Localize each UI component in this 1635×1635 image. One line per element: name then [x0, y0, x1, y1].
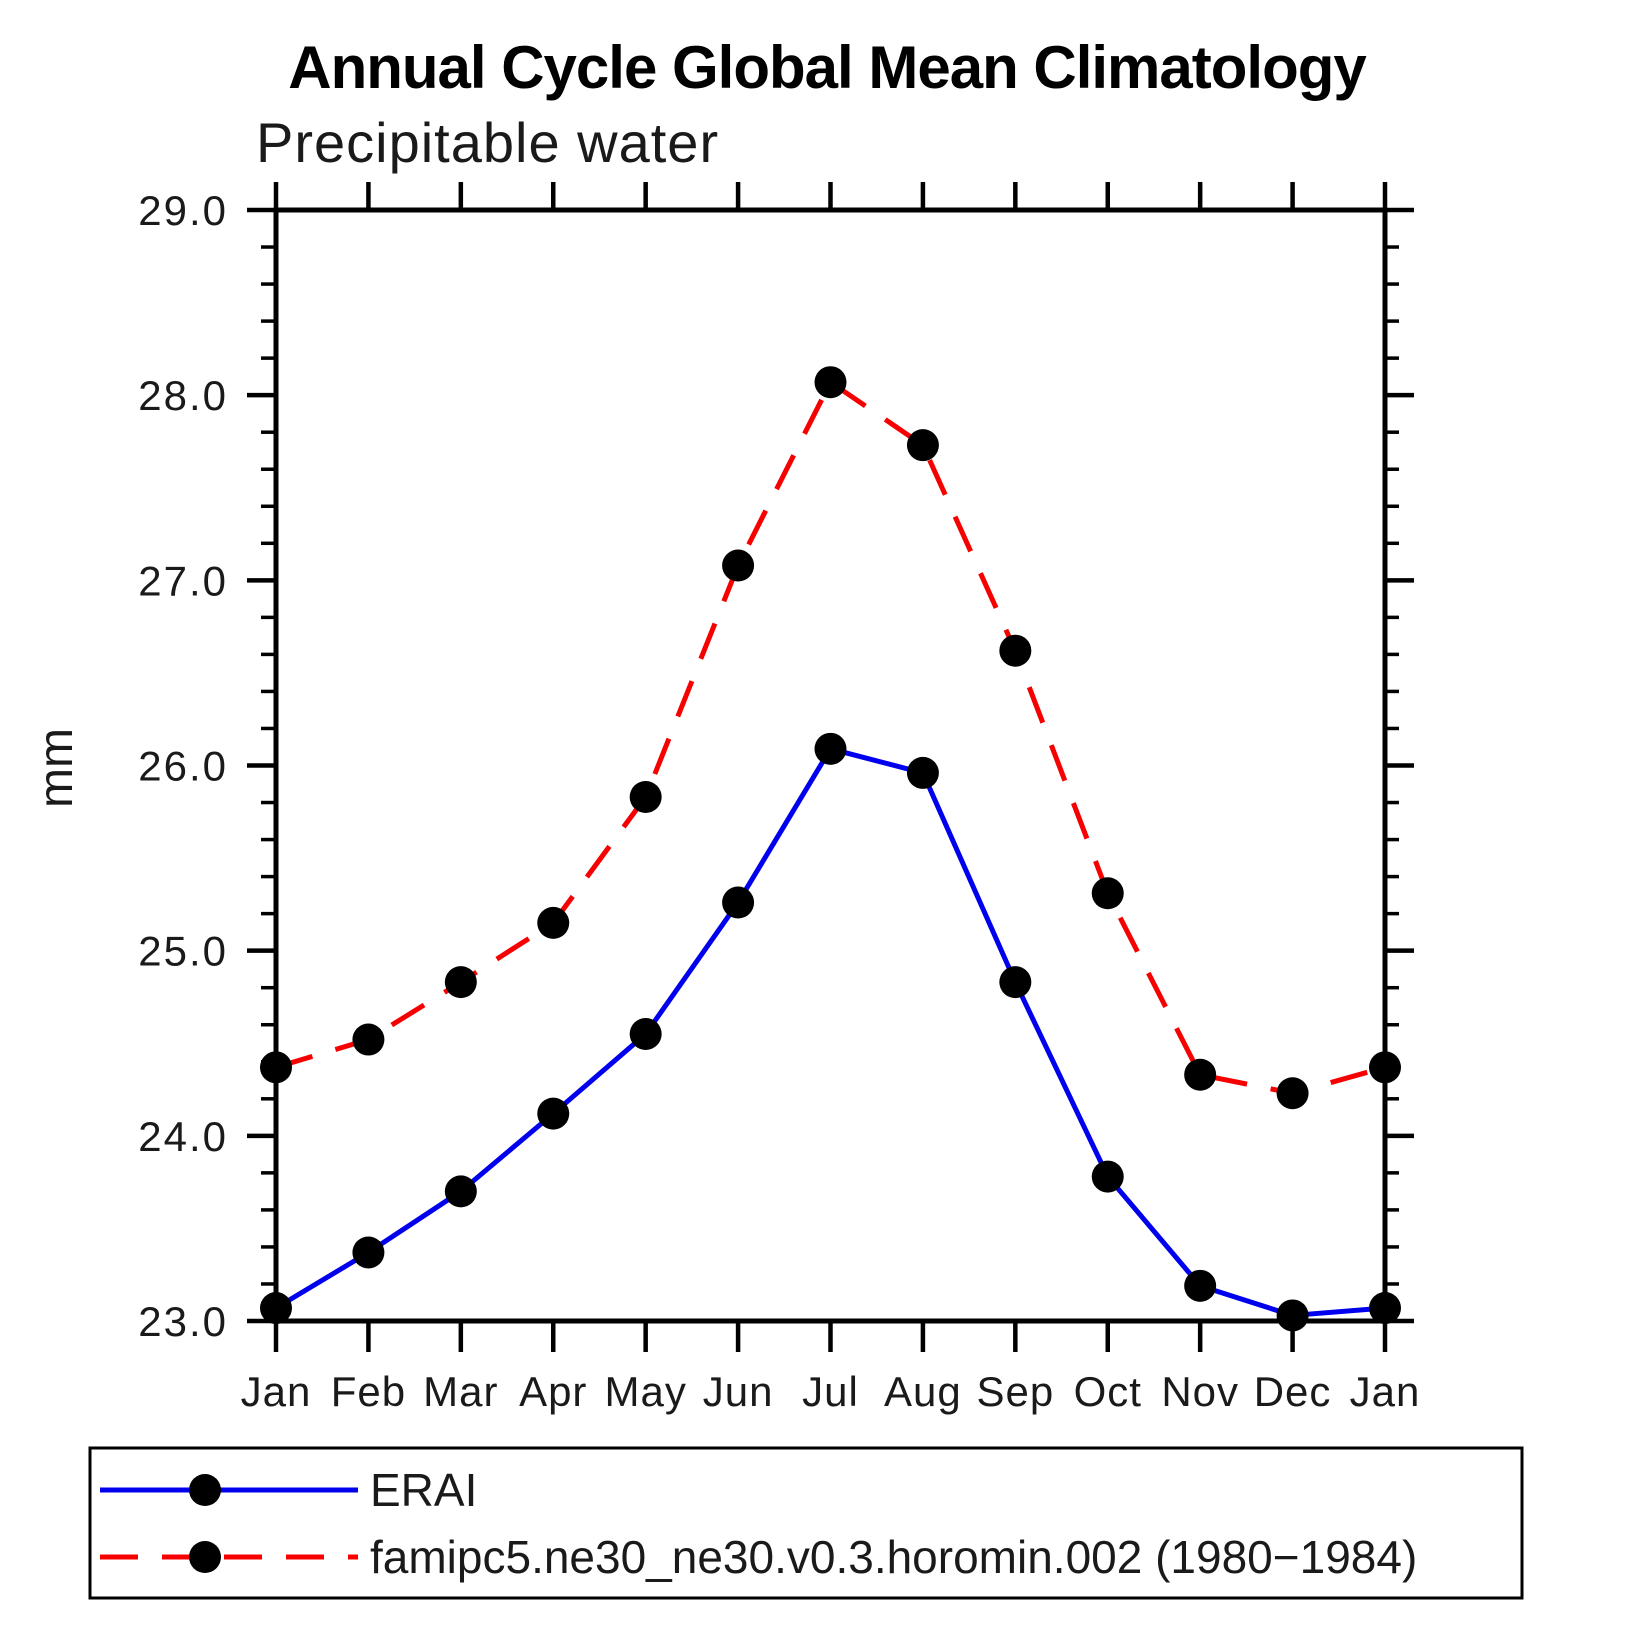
data-point-1 — [1276, 1077, 1309, 1110]
y-tick-label: 27.0 — [138, 557, 228, 604]
data-point-0 — [629, 1017, 662, 1050]
y-tick-label: 25.0 — [138, 928, 228, 975]
x-tick-labels: Jan Feb Mar Apr May Jun Jul Aug Sep Oct Nov Dec Jan — [241, 1368, 1421, 1415]
data-point-1 — [722, 549, 755, 582]
data-point-1 — [444, 966, 477, 999]
x-tick-label: May — [604, 1368, 686, 1415]
x-tick-label: Dec — [1254, 1368, 1332, 1415]
data-point-1 — [906, 429, 939, 462]
data-point-0 — [444, 1175, 477, 1208]
data-point-1 — [1184, 1058, 1217, 1091]
data-point-1 — [814, 366, 847, 399]
data-point-0 — [906, 756, 939, 789]
data-point-0 — [999, 966, 1032, 999]
x-tick-label: Mar — [423, 1368, 498, 1415]
x-tick-label: Nov — [1161, 1368, 1239, 1415]
data-point-0 — [814, 732, 847, 765]
data-point-0 — [1184, 1269, 1217, 1302]
chart-title: Annual Cycle Global Mean Climatology — [288, 34, 1367, 101]
x-tick-label: Oct — [1074, 1368, 1142, 1415]
legend: ERAI famipc5.ne30_ne30.v0.3.horomin.002 … — [88, 1446, 1524, 1600]
chart-subtitle: Precipitable water — [256, 111, 719, 174]
data-point-1 — [537, 906, 570, 939]
x-tick-label: Feb — [331, 1368, 406, 1415]
data-point-0 — [1369, 1292, 1401, 1325]
legend-item-erai: ERAI — [100, 1464, 477, 1516]
x-tick-label: Jun — [703, 1368, 774, 1415]
legend-box — [88, 1446, 1524, 1600]
axes-layer — [247, 182, 1414, 1352]
legend-label-erai: ERAI — [370, 1464, 477, 1516]
data-point-1 — [999, 634, 1032, 667]
data-point-1 — [260, 1051, 292, 1084]
x-tick-label: Jan — [241, 1368, 312, 1415]
data-point-0 — [1276, 1299, 1309, 1332]
series-layer — [260, 366, 1401, 1332]
legend-item-model: famipc5.ne30_ne30.v0.3.horomin.002 (1980… — [100, 1531, 1417, 1583]
y-axis-label: mm — [30, 728, 83, 808]
x-tick-label: Apr — [519, 1368, 587, 1415]
legend-marker-dot — [189, 1541, 221, 1573]
data-point-1 — [1091, 877, 1124, 910]
data-point-0 — [352, 1236, 385, 1269]
y-tick-label: 29.0 — [138, 187, 228, 234]
x-tick-label: Sep — [976, 1368, 1054, 1415]
x-tick-label: Aug — [884, 1368, 962, 1415]
series-line-0 — [274, 746, 1386, 1318]
y-tick-label: 26.0 — [138, 743, 228, 790]
data-point-1 — [352, 1023, 385, 1056]
data-point-0 — [537, 1097, 570, 1130]
data-point-1 — [629, 780, 662, 813]
x-tick-label: Jul — [802, 1368, 859, 1415]
y-tick-label: 28.0 — [138, 372, 228, 419]
legend-marker-dot — [189, 1474, 221, 1506]
x-tick-label: Jan — [1350, 1368, 1421, 1415]
y-tick-labels: 23.0 24.0 25.0 26.0 27.0 28.0 29.0 — [138, 187, 228, 1345]
data-point-0 — [722, 886, 755, 919]
y-tick-label: 23.0 — [138, 1298, 228, 1345]
y-tick-label: 24.0 — [138, 1113, 228, 1160]
data-point-0 — [260, 1292, 292, 1325]
legend-label-model: famipc5.ne30_ne30.v0.3.horomin.002 (1980… — [370, 1531, 1417, 1583]
data-point-0 — [1091, 1160, 1124, 1193]
data-point-1 — [1369, 1051, 1401, 1084]
